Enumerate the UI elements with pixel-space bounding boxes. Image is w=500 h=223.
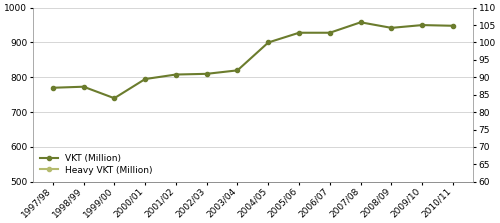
VKT (Million) (173, 73, 179, 76)
VKT (Million) (358, 21, 364, 24)
VKT (Million) (234, 69, 240, 72)
VKT (Million) (419, 24, 425, 26)
Line: VKT (Million): VKT (Million) (50, 20, 455, 100)
VKT (Million) (327, 31, 333, 34)
VKT (Million) (50, 87, 56, 89)
VKT (Million) (296, 31, 302, 34)
VKT (Million) (388, 27, 394, 29)
VKT (Million) (112, 97, 117, 99)
VKT (Million) (450, 25, 456, 27)
VKT (Million) (204, 72, 210, 75)
Legend: VKT (Million), Heavy VKT (Million): VKT (Million), Heavy VKT (Million) (37, 151, 156, 177)
VKT (Million) (142, 78, 148, 81)
VKT (Million) (266, 41, 272, 44)
VKT (Million) (80, 85, 86, 88)
